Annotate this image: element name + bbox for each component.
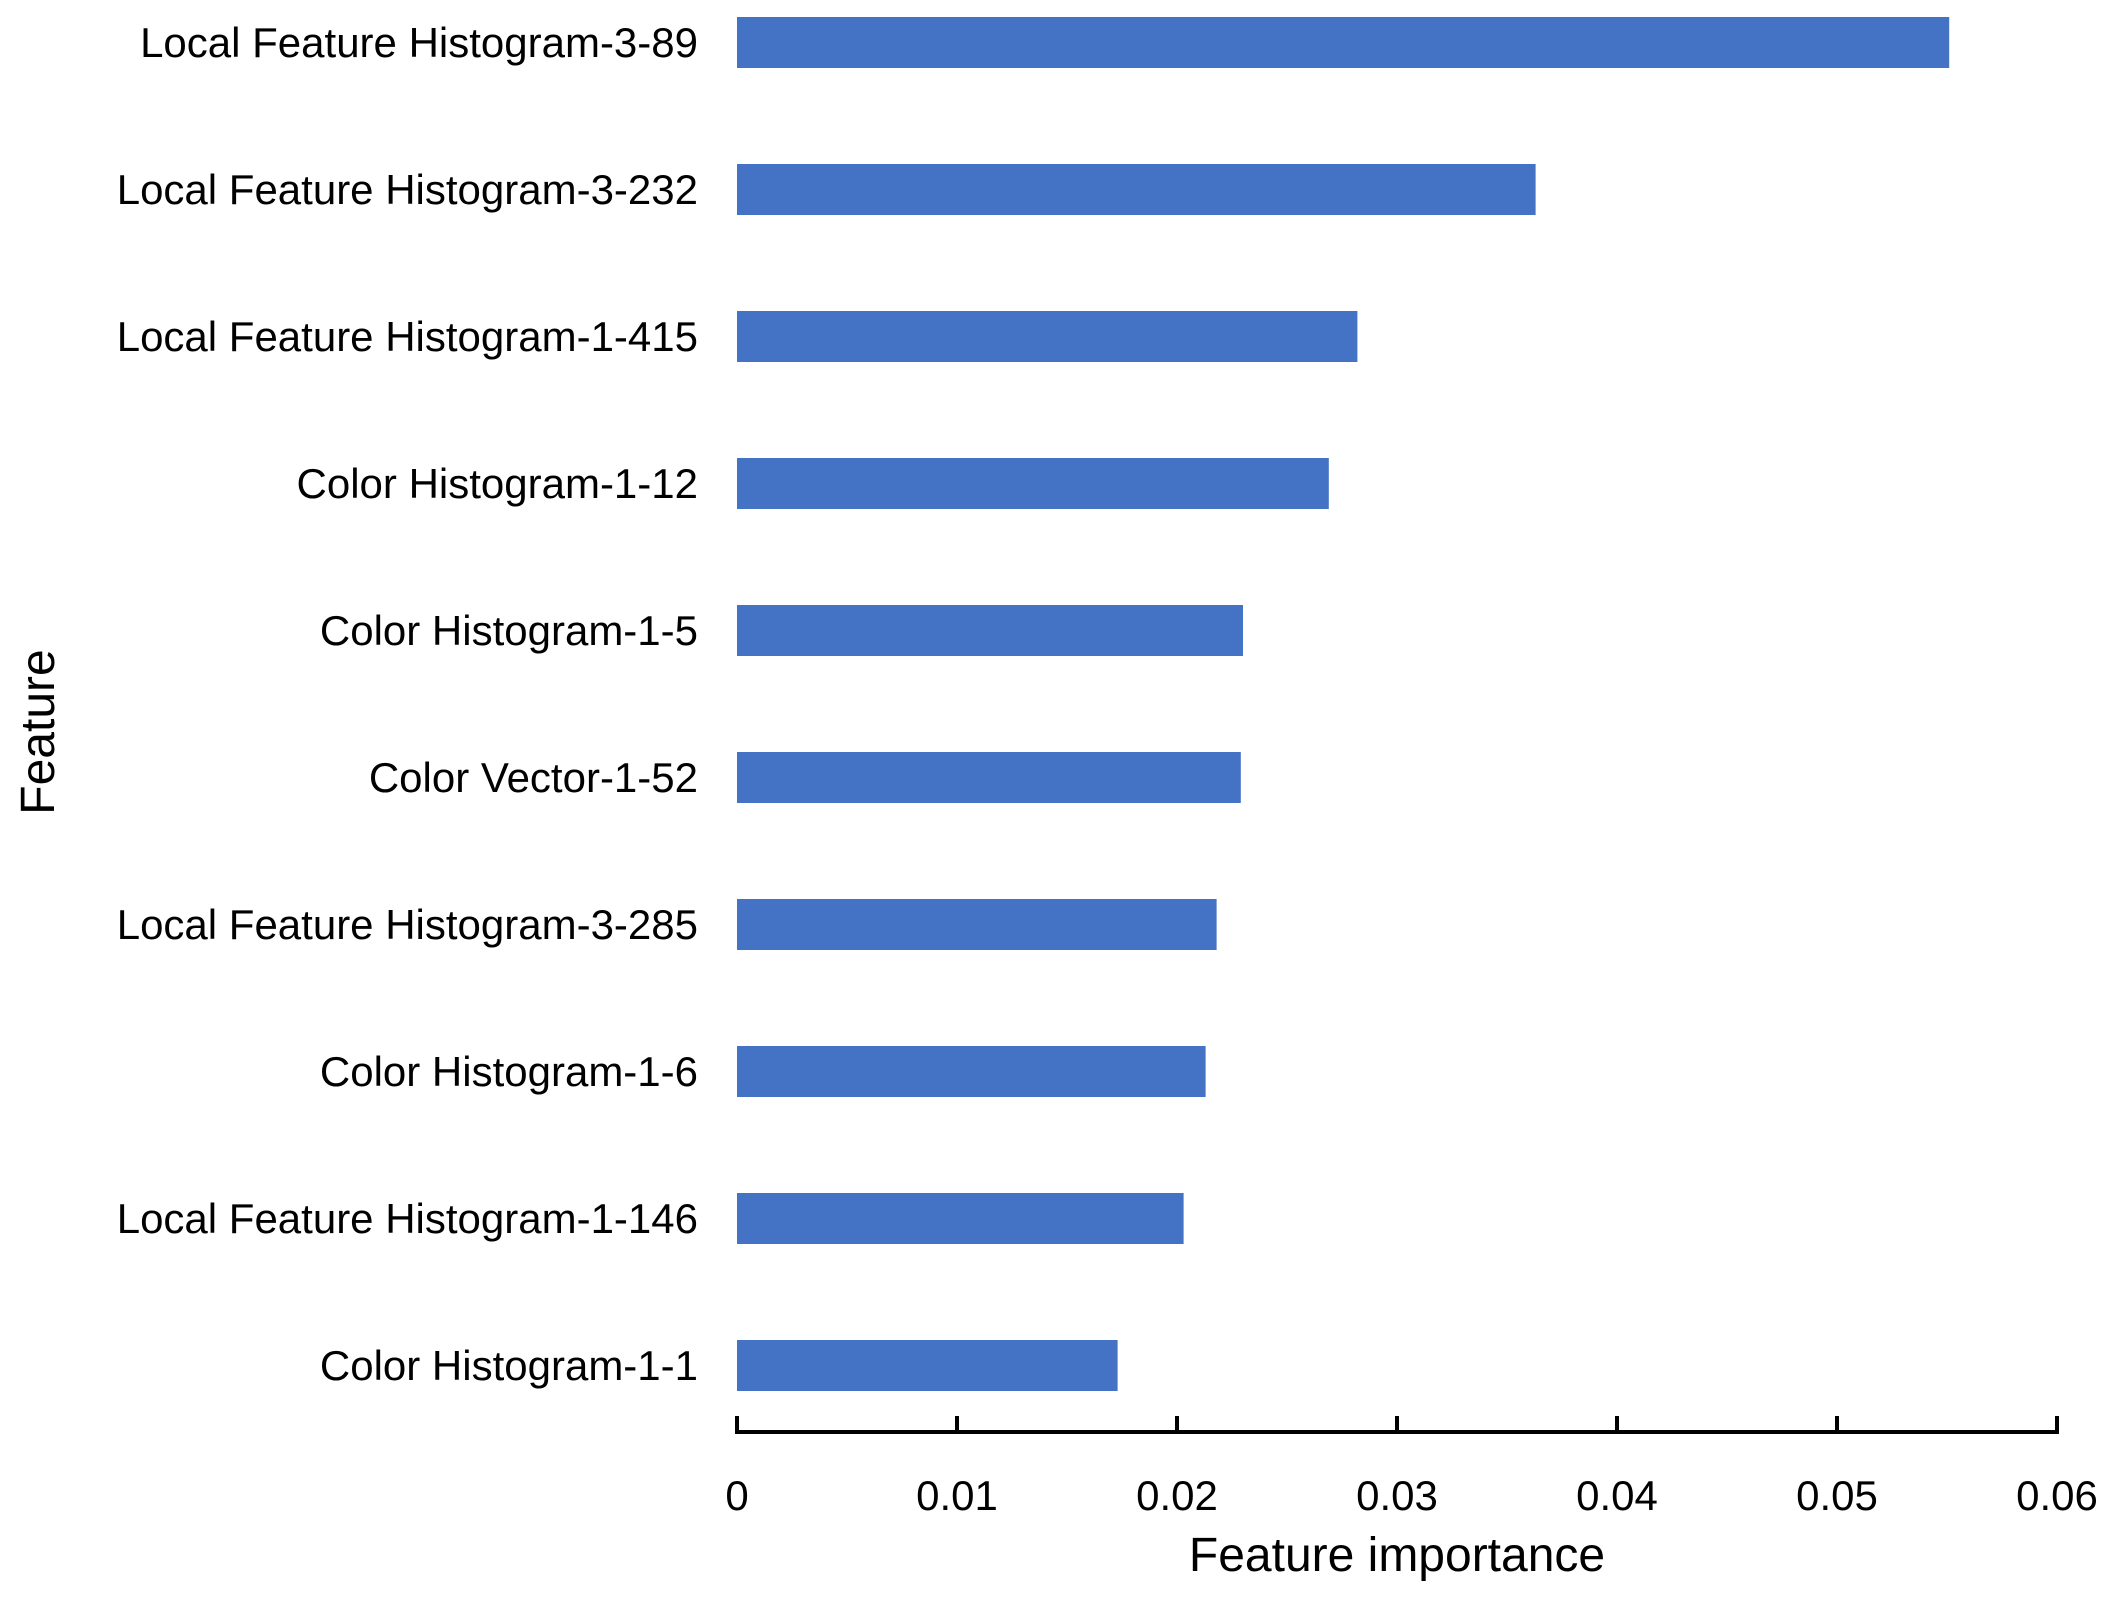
category-label-5: Color Histogram-1-5: [320, 607, 698, 654]
category-labels: Local Feature Histogram-3-89 Local Featur…: [117, 19, 698, 1389]
y-axis-title: Feature: [12, 649, 65, 814]
category-label-2: Local Feature Histogram-3-232: [117, 166, 698, 213]
bar-3: [737, 311, 1358, 362]
category-label-3: Local Feature Histogram-1-415: [117, 313, 698, 360]
bars-group: [737, 17, 1950, 1391]
x-tick-label-5: 0.05: [1796, 1472, 1878, 1519]
bar-9: [737, 1193, 1184, 1244]
category-label-4: Color Histogram-1-12: [297, 460, 698, 507]
x-tick-label-2: 0.02: [1136, 1472, 1218, 1519]
bar-7: [737, 899, 1217, 950]
bar-1: [737, 17, 1950, 68]
x-axis-title: Feature importance: [1189, 1529, 1605, 1582]
bar-8: [737, 1046, 1206, 1097]
x-tick-label-1: 0.01: [916, 1472, 998, 1519]
category-label-8: Color Histogram-1-6: [320, 1048, 698, 1095]
bar-5: [737, 605, 1243, 656]
bar-4: [737, 458, 1329, 509]
bar-10: [737, 1340, 1118, 1391]
x-tick-label-0: 0: [725, 1472, 748, 1519]
x-tick-label-3: 0.03: [1356, 1472, 1438, 1519]
x-tick-label-6: 0.06: [2016, 1472, 2098, 1519]
category-label-7: Local Feature Histogram-3-285: [117, 901, 698, 948]
bar-2: [737, 164, 1536, 215]
x-tick-label-4: 0.04: [1576, 1472, 1658, 1519]
category-label-10: Color Histogram-1-1: [320, 1342, 698, 1389]
x-axis: 0 0.01 0.02 0.03 0.04 0.05 0.06: [725, 1416, 2098, 1519]
category-label-9: Local Feature Histogram-1-146: [117, 1195, 698, 1242]
bar-6: [737, 752, 1241, 803]
category-label-1: Local Feature Histogram-3-89: [140, 19, 698, 66]
category-label-6: Color Vector-1-52: [369, 754, 698, 801]
